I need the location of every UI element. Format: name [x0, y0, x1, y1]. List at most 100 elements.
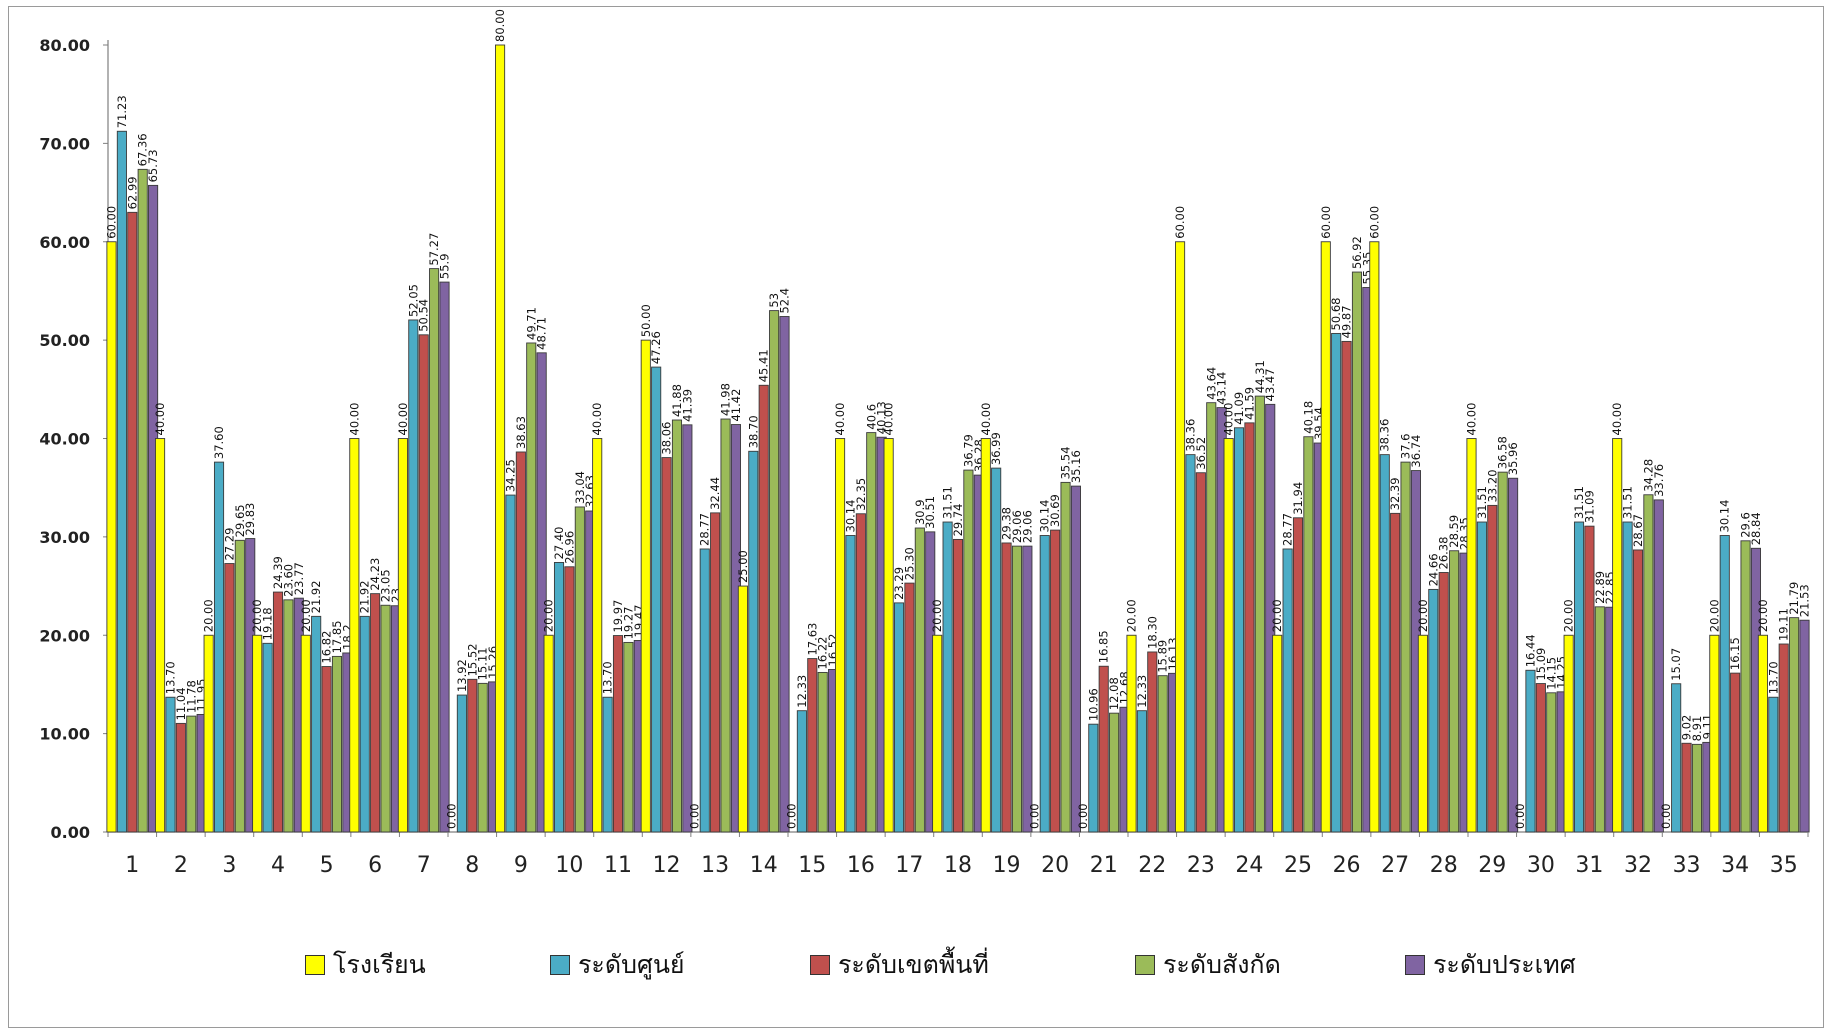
- data-label: 40.00: [396, 403, 410, 436]
- data-label: 26.96: [562, 531, 576, 564]
- data-label: 15.89: [1156, 640, 1170, 673]
- data-label: 35.54: [1059, 446, 1073, 479]
- data-label: 40.00: [590, 403, 604, 436]
- bar: [234, 539, 245, 833]
- bar: [817, 671, 828, 833]
- data-label: 19.97: [611, 600, 625, 633]
- legend-label: ระดับสังกัด: [1163, 950, 1281, 979]
- data-label: 20.00: [542, 599, 556, 632]
- x-tick-label: 28: [1430, 853, 1458, 878]
- bar: [748, 450, 759, 833]
- bar: [1417, 634, 1428, 833]
- bar: [980, 438, 991, 833]
- data-label: 40.00: [347, 403, 361, 436]
- y-tick-label: 0.00: [51, 823, 90, 842]
- data-label: 25.00: [736, 550, 750, 583]
- data-label: 30.51: [923, 496, 937, 529]
- data-label: 57.27: [427, 233, 441, 266]
- data-label: 43.47: [1263, 368, 1277, 401]
- data-label: 23.60: [281, 564, 295, 597]
- legend-swatch: [1405, 955, 1425, 975]
- bar: [106, 241, 117, 833]
- data-label: 34.28: [1641, 459, 1655, 492]
- x-tick-label: 26: [1333, 853, 1361, 878]
- bar: [855, 513, 866, 833]
- data-label: 31.94: [1291, 482, 1305, 515]
- bar: [1612, 438, 1623, 833]
- bar: [1109, 712, 1120, 833]
- data-label: 24.66: [1426, 553, 1440, 586]
- x-tick-label: 3: [222, 853, 236, 878]
- data-label: 31.51: [941, 486, 955, 519]
- data-label: 0.00: [1076, 803, 1090, 829]
- data-label: 31.51: [1475, 486, 1489, 519]
- data-label: 60.00: [1319, 206, 1333, 239]
- bar: [155, 438, 166, 833]
- bar: [429, 268, 440, 833]
- data-label: 41.88: [670, 384, 684, 417]
- bar: [1185, 454, 1196, 833]
- bar: [1546, 692, 1557, 833]
- data-label: 36.99: [989, 432, 1003, 465]
- bar: [758, 384, 769, 833]
- data-label: 15.11: [476, 647, 490, 680]
- data-label: 20.00: [1270, 599, 1284, 632]
- data-label: 23.05: [379, 569, 393, 602]
- bar: [505, 494, 516, 833]
- data-label: 16.22: [816, 637, 830, 670]
- bar: [1223, 438, 1234, 833]
- data-label: 52.4: [778, 288, 792, 314]
- data-label: 43.14: [1215, 372, 1229, 405]
- x-tick-label: 1: [125, 853, 139, 878]
- data-label: 40.00: [833, 403, 847, 436]
- bar: [1799, 619, 1810, 833]
- y-tick-label: 10.00: [39, 725, 90, 744]
- x-tick-label: 18: [944, 853, 972, 878]
- data-label: 28.59: [1447, 515, 1461, 548]
- bar: [1039, 535, 1050, 833]
- data-label: 27.40: [552, 527, 566, 560]
- bar: [737, 585, 748, 833]
- data-label: 24.39: [271, 556, 285, 589]
- data-label: 29.6: [1739, 512, 1753, 538]
- bar: [1622, 521, 1633, 833]
- data-label: 60.00: [104, 206, 118, 239]
- data-label: 25.30: [902, 547, 916, 580]
- bar: [1476, 521, 1487, 833]
- data-label: 10.96: [1086, 688, 1100, 721]
- data-label: 60.00: [1367, 206, 1381, 239]
- data-label: 37.6: [1399, 434, 1413, 460]
- bar: [272, 591, 284, 833]
- bar: [137, 168, 148, 833]
- data-label: 22.89: [1593, 571, 1607, 604]
- data-label: 13.92: [455, 659, 469, 692]
- bar: [845, 535, 856, 833]
- bar: [1573, 521, 1585, 833]
- data-label: 16.85: [1097, 630, 1111, 663]
- bar: [477, 682, 488, 833]
- data-label: 60.00: [1173, 206, 1187, 239]
- bar: [1341, 340, 1352, 833]
- data-label: 71.23: [115, 95, 129, 128]
- bar: [1691, 743, 1703, 833]
- bar: [592, 438, 603, 833]
- data-label: 28.77: [1281, 513, 1295, 546]
- x-tick-label: 20: [1041, 853, 1069, 878]
- bar: [904, 582, 915, 833]
- data-label: 16.15: [1728, 637, 1742, 670]
- data-label: 23.29: [892, 567, 906, 600]
- data-label: 0.00: [1513, 803, 1527, 829]
- data-label: 28.77: [698, 513, 712, 546]
- bar: [1244, 422, 1255, 833]
- data-label: 16.44: [1523, 634, 1537, 667]
- bar: [213, 461, 225, 833]
- data-label: 20.00: [250, 599, 264, 632]
- bar: [893, 602, 905, 833]
- legend-item: ระดับสังกัด: [1135, 945, 1281, 985]
- data-label: 41.42: [729, 389, 743, 422]
- bar: [796, 710, 807, 833]
- data-label: 0.00: [1659, 803, 1673, 829]
- x-tick-label: 8: [465, 853, 479, 878]
- bar: [1351, 271, 1363, 833]
- bar: [1050, 529, 1061, 833]
